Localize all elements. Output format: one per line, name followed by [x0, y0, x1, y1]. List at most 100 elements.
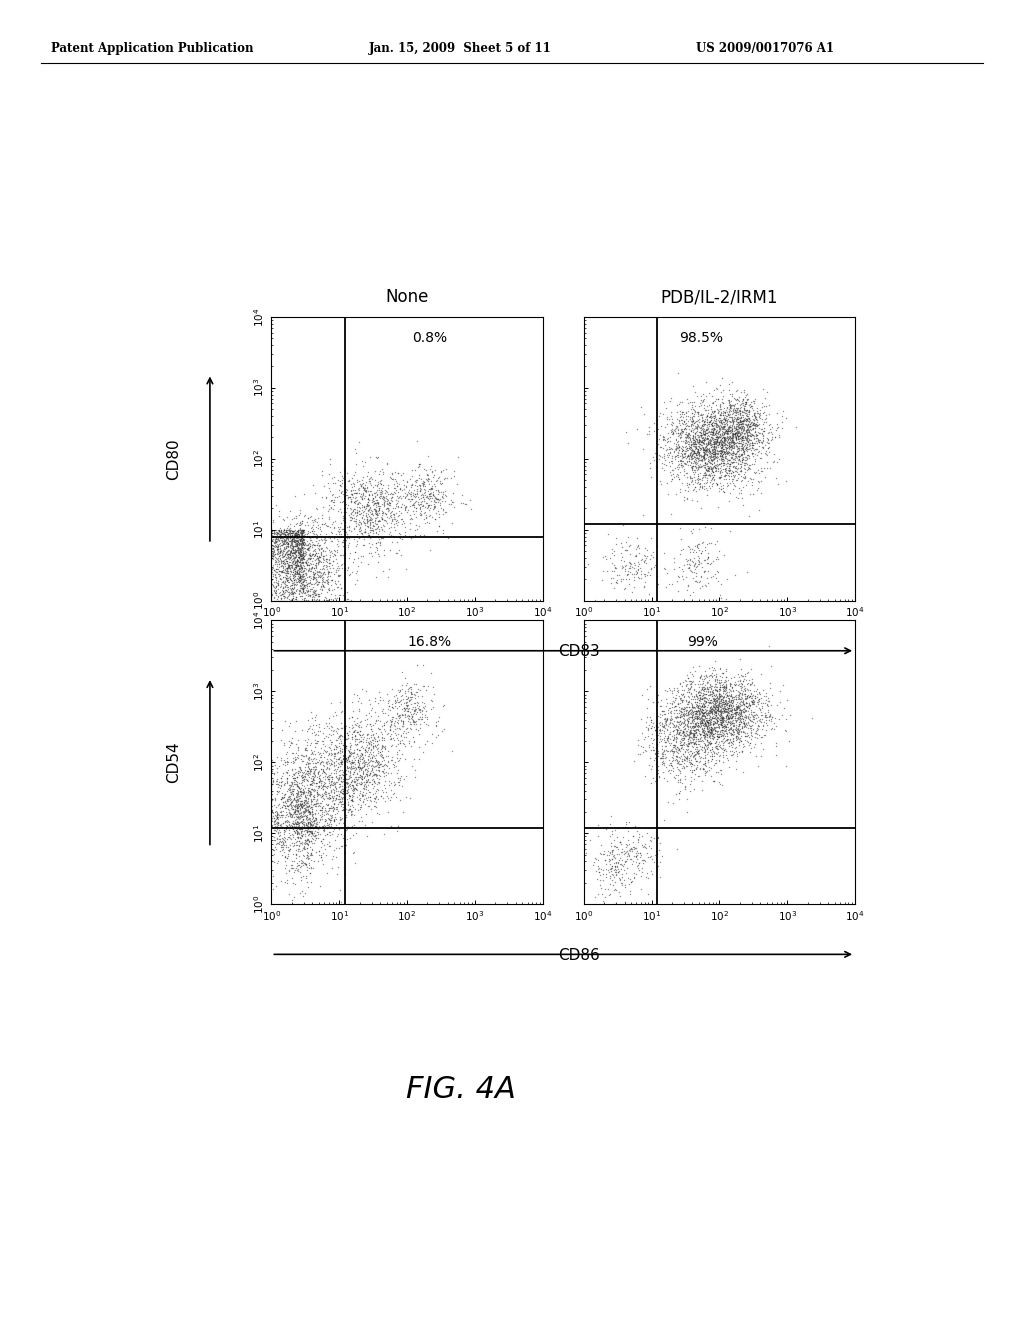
Point [609, 855, 626, 876]
Point [662, 752, 678, 774]
Point [713, 433, 729, 454]
Point [725, 678, 741, 700]
Point [265, 587, 282, 609]
Point [707, 391, 723, 412]
Point [697, 762, 714, 783]
Point [696, 453, 713, 474]
Point [263, 733, 280, 754]
Point [360, 764, 377, 785]
Point [285, 532, 301, 553]
Point [278, 574, 294, 595]
Point [302, 862, 318, 883]
Point [713, 441, 729, 462]
Point [752, 700, 768, 721]
Point [300, 762, 316, 783]
Point [263, 574, 280, 595]
Point [307, 807, 324, 828]
Point [691, 429, 708, 450]
Point [679, 579, 695, 601]
Point [676, 727, 692, 748]
Point [391, 681, 408, 702]
Point [740, 685, 757, 706]
Point [287, 550, 303, 572]
Point [691, 688, 708, 709]
Point [668, 696, 684, 717]
Point [426, 496, 442, 517]
Point [289, 824, 305, 845]
Point [273, 837, 290, 858]
Point [734, 420, 751, 441]
Point [282, 536, 298, 557]
Point [308, 528, 325, 549]
Point [280, 795, 296, 816]
Point [722, 417, 738, 438]
Point [708, 426, 724, 447]
Point [615, 841, 632, 862]
Point [353, 508, 370, 529]
Point [416, 488, 432, 510]
Point [705, 461, 721, 482]
Point [717, 458, 733, 479]
Point [727, 400, 743, 421]
Point [681, 704, 697, 725]
Point [343, 750, 359, 771]
Point [750, 706, 766, 727]
Point [353, 766, 370, 787]
Point [362, 700, 379, 721]
Point [615, 843, 632, 865]
Point [312, 837, 329, 858]
Point [666, 710, 682, 731]
Point [306, 510, 323, 531]
Point [274, 719, 291, 741]
Point [750, 692, 766, 713]
Point [689, 766, 706, 787]
Point [343, 743, 359, 764]
Point [622, 535, 638, 556]
Point [725, 432, 741, 453]
Point [283, 556, 299, 577]
Point [630, 729, 646, 750]
Point [280, 533, 296, 554]
Point [753, 403, 769, 424]
Point [604, 842, 621, 863]
Point [680, 693, 696, 714]
Point [309, 730, 326, 751]
Point [715, 708, 731, 729]
Point [272, 825, 289, 846]
Point [296, 506, 312, 527]
Point [353, 484, 370, 506]
Point [732, 413, 749, 434]
Point [310, 586, 327, 607]
Point [739, 661, 756, 682]
Point [406, 730, 422, 751]
Point [592, 874, 608, 895]
Point [269, 804, 286, 825]
Point [722, 433, 738, 454]
Point [274, 840, 291, 861]
Point [659, 741, 676, 762]
Point [280, 524, 296, 545]
Point [733, 676, 750, 697]
Point [708, 713, 724, 734]
Point [274, 832, 291, 853]
Point [287, 816, 303, 837]
Point [376, 520, 392, 541]
Point [396, 521, 413, 543]
Point [692, 566, 709, 587]
Point [703, 457, 720, 478]
Point [334, 741, 350, 762]
Point [371, 498, 387, 519]
Point [295, 779, 311, 800]
Point [408, 469, 424, 490]
Point [323, 739, 339, 760]
Point [679, 700, 695, 721]
Point [716, 544, 732, 565]
Point [271, 525, 288, 546]
Point [684, 731, 700, 752]
Point [695, 440, 712, 461]
Point [727, 428, 743, 449]
Point [622, 849, 638, 870]
Point [340, 725, 356, 746]
Point [671, 723, 687, 744]
Point [360, 727, 377, 748]
